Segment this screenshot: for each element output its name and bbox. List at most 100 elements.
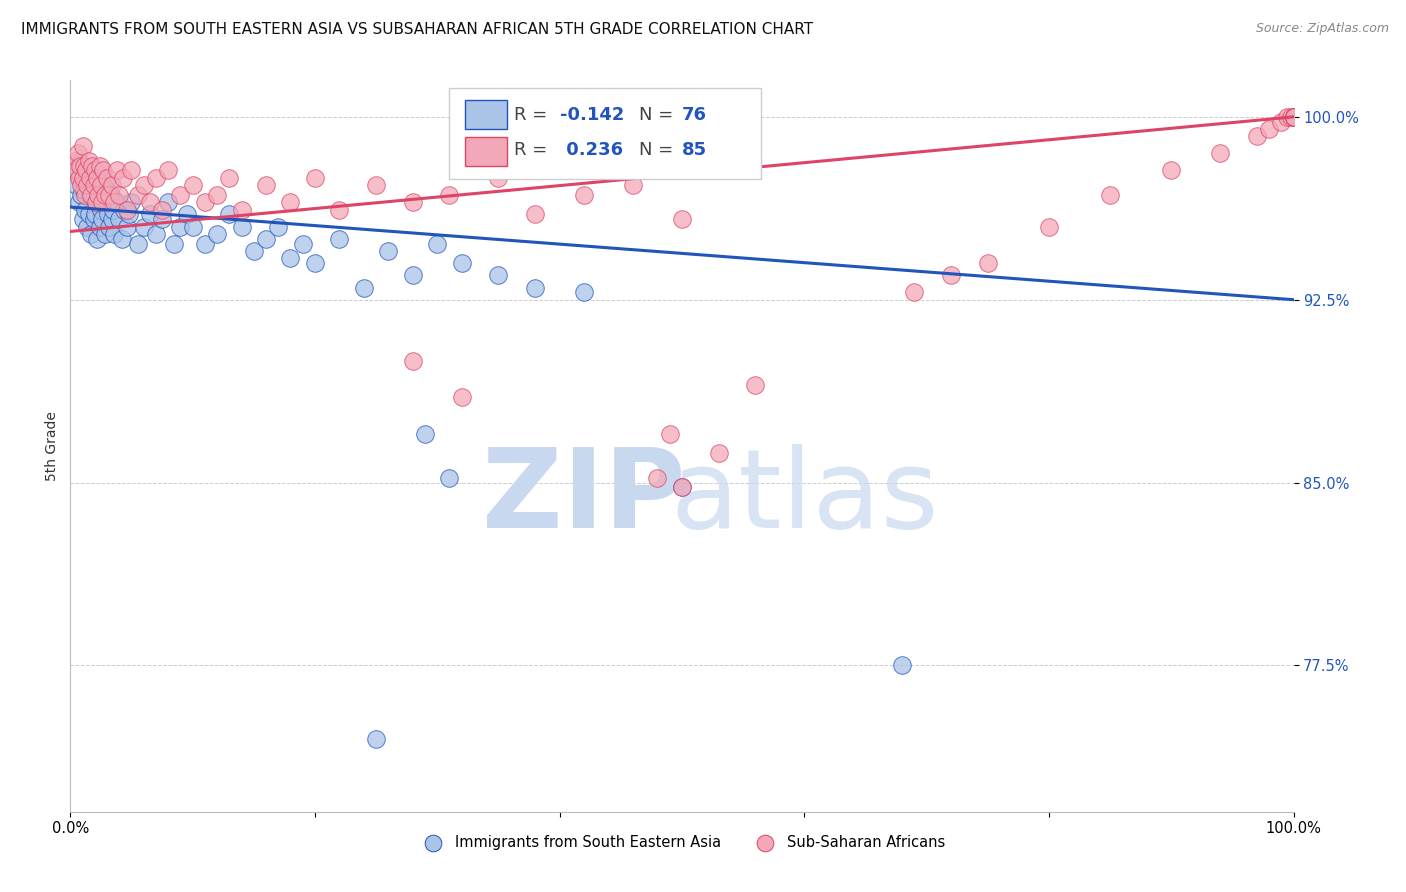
Point [70, 178, 93, 193]
Point [98, 219, 121, 234]
Point [89, 219, 111, 234]
Point [621, 178, 644, 193]
Point [93, 227, 115, 241]
Point [439, 471, 461, 485]
Point [231, 202, 253, 217]
Point [744, 378, 766, 392]
Point [194, 236, 217, 251]
Point [524, 207, 547, 221]
Point [377, 244, 399, 258]
Point [84, 195, 107, 210]
Point [82, 159, 104, 173]
Point [103, 195, 125, 210]
Point [1282, 110, 1305, 124]
Point [939, 268, 962, 283]
Point [94, 195, 117, 210]
Point [1277, 110, 1299, 124]
Text: -0.142: -0.142 [560, 105, 624, 124]
Point [280, 195, 302, 210]
Point [671, 480, 693, 494]
Point [163, 236, 186, 251]
Point [439, 187, 461, 202]
Point [80, 227, 103, 241]
Point [1099, 187, 1122, 202]
Point [111, 170, 134, 185]
Y-axis label: 5th Grade: 5th Grade [45, 411, 59, 481]
Point [139, 207, 162, 221]
Point [139, 195, 162, 210]
Point [115, 219, 138, 234]
Point [1282, 110, 1305, 124]
Point [353, 280, 375, 294]
Point [647, 471, 669, 485]
Point [1279, 110, 1302, 124]
Point [488, 170, 510, 185]
Text: N =: N = [640, 141, 679, 159]
Point [105, 163, 128, 178]
Point [70, 187, 93, 202]
Point [291, 236, 314, 251]
Point [1038, 219, 1060, 234]
Point [86, 170, 108, 185]
FancyBboxPatch shape [465, 136, 508, 166]
Point [67, 195, 90, 210]
Point [194, 195, 217, 210]
Point [75, 163, 97, 178]
Point [132, 219, 155, 234]
Text: 0.236: 0.236 [560, 141, 623, 159]
Point [426, 236, 449, 251]
Text: Source: ZipAtlas.com: Source: ZipAtlas.com [1256, 22, 1389, 36]
Point [145, 170, 167, 185]
Point [101, 178, 124, 193]
Point [73, 187, 96, 202]
Point [63, 153, 86, 168]
Point [121, 163, 143, 178]
Point [72, 170, 94, 185]
Point [83, 207, 105, 221]
Point [103, 227, 125, 241]
Point [181, 219, 204, 234]
Point [157, 163, 180, 178]
Point [100, 187, 122, 202]
Point [1258, 122, 1281, 136]
Point [402, 195, 425, 210]
Point [1160, 163, 1182, 178]
Point [73, 159, 96, 173]
Point [572, 285, 595, 300]
Point [105, 195, 128, 210]
Point [80, 187, 103, 202]
Point [91, 195, 114, 210]
Point [231, 219, 253, 234]
Point [1282, 110, 1305, 124]
Point [1270, 114, 1292, 128]
Point [132, 178, 155, 193]
Text: R =: R = [515, 141, 554, 159]
Point [181, 178, 204, 193]
Point [97, 207, 120, 221]
Point [65, 163, 87, 178]
Point [96, 170, 118, 185]
Point [243, 244, 266, 258]
Point [304, 170, 326, 185]
Point [121, 195, 143, 210]
Point [150, 202, 173, 217]
Point [205, 227, 228, 241]
Point [87, 187, 110, 202]
Point [169, 187, 191, 202]
Point [145, 227, 167, 241]
Point [83, 212, 105, 227]
Point [69, 156, 91, 170]
Point [108, 187, 131, 202]
Point [76, 219, 98, 234]
Point [87, 187, 110, 202]
Point [218, 170, 240, 185]
Point [79, 187, 101, 202]
Point [91, 163, 114, 178]
Point [1282, 110, 1305, 124]
Point [76, 178, 98, 193]
Text: R =: R = [515, 105, 554, 124]
Point [1282, 110, 1305, 124]
Legend: Immigrants from South Eastern Asia, Sub-Saharan Africans: Immigrants from South Eastern Asia, Sub-… [413, 829, 950, 855]
Point [93, 187, 115, 202]
Text: 85: 85 [682, 141, 707, 159]
